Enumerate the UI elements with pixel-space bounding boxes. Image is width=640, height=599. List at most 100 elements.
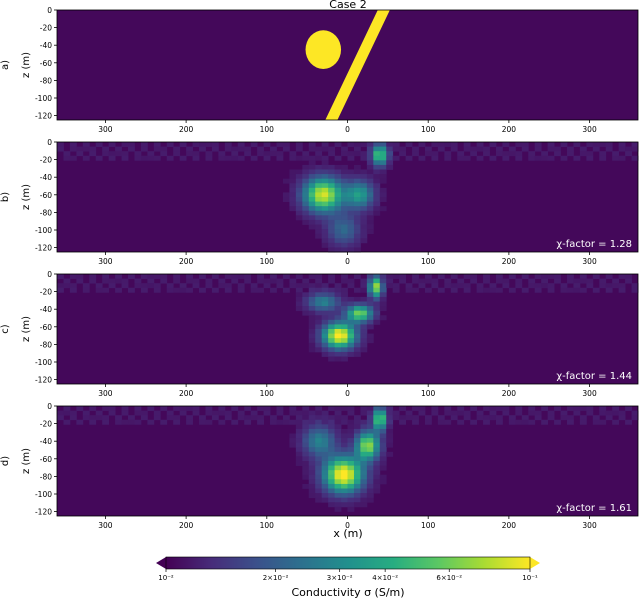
model-cell — [76, 274, 84, 279]
model-cell — [341, 219, 348, 225]
model-cell — [308, 292, 316, 298]
model-cell — [360, 347, 368, 353]
chi-factor-annotation: χ-factor = 1.44 — [556, 371, 632, 382]
model-cell — [560, 283, 568, 289]
model-cell — [76, 278, 84, 284]
model-cell — [153, 142, 161, 147]
model-cell — [302, 278, 310, 284]
model-cell — [599, 151, 607, 157]
model-cell — [328, 233, 335, 239]
model-cell — [57, 410, 64, 416]
model-cell — [366, 292, 374, 298]
model-cell — [166, 415, 174, 421]
model-cell — [328, 178, 335, 184]
model-cell — [302, 219, 310, 225]
model-cell — [302, 151, 310, 157]
model-cell — [341, 301, 348, 307]
model-cell — [373, 470, 381, 476]
model-cell — [366, 178, 374, 184]
model-cell — [399, 146, 406, 152]
model-cell — [128, 287, 135, 293]
model-cell — [515, 155, 523, 161]
model-cell — [186, 415, 193, 421]
model-cell — [515, 410, 523, 416]
model-cell — [508, 151, 516, 157]
model-cell — [89, 274, 97, 279]
model-cell — [373, 142, 381, 147]
model-cell — [379, 287, 387, 293]
model-cell — [328, 406, 335, 411]
model-cell — [366, 164, 374, 170]
model-cell — [328, 247, 335, 253]
model-cell — [347, 493, 355, 499]
model-cell — [618, 287, 626, 293]
model-cell — [334, 301, 342, 307]
model-cell — [302, 197, 310, 202]
model-cell — [334, 347, 342, 353]
model-cell — [366, 183, 374, 189]
model-cell — [295, 424, 303, 430]
model-cell — [328, 242, 335, 248]
model-cell — [366, 479, 374, 485]
model-cell — [547, 142, 555, 147]
model-cell — [347, 247, 355, 253]
model-cell — [631, 146, 639, 152]
model-cell — [366, 187, 374, 193]
model-cell — [244, 274, 252, 279]
model-cell — [612, 406, 620, 411]
model-cell — [360, 442, 368, 448]
model-cell — [353, 415, 361, 421]
model-cell — [612, 410, 620, 416]
model-cell — [334, 483, 342, 489]
model-cell — [470, 146, 478, 152]
model-cell — [347, 502, 355, 508]
model-cell — [366, 229, 374, 235]
model-cell — [295, 178, 303, 184]
model-cell — [315, 183, 323, 189]
model-cell — [573, 283, 581, 289]
model-cell — [347, 488, 355, 494]
model-cell — [218, 155, 226, 161]
model-cell — [121, 406, 129, 411]
model-cell — [366, 333, 374, 339]
model-cell — [476, 155, 484, 161]
model-cell — [353, 470, 361, 476]
model-cell — [373, 424, 381, 430]
model-cell — [347, 506, 355, 512]
model-cell — [495, 278, 503, 284]
model-cell — [250, 283, 258, 289]
model-cell — [257, 415, 264, 421]
model-cell — [315, 215, 323, 221]
model-cell — [444, 142, 452, 147]
model-cell — [308, 424, 316, 430]
model-cell — [373, 146, 381, 152]
model-cell — [89, 151, 97, 157]
model-cell — [605, 287, 613, 293]
model-cell — [315, 151, 323, 157]
model-cell — [360, 283, 368, 289]
colorbar-low-arrow — [156, 557, 166, 569]
x-tick-label: 300 — [98, 389, 113, 398]
model-cell — [308, 146, 316, 152]
model-cell — [321, 301, 329, 307]
model-cell — [82, 287, 90, 293]
model-cell — [495, 415, 503, 421]
y-axis-label: z (m) — [21, 52, 32, 78]
model-cell — [95, 283, 103, 289]
model-cell — [341, 406, 348, 411]
model-cell — [341, 274, 348, 279]
model-cell — [334, 229, 342, 235]
model-cell — [128, 274, 135, 279]
model-cell — [186, 287, 193, 293]
model-cell — [353, 428, 361, 434]
model-cell — [379, 479, 387, 485]
model-cell — [102, 406, 110, 411]
model-cell — [308, 155, 316, 161]
model-cell — [250, 287, 258, 293]
model-cell — [334, 155, 342, 161]
model-cell — [166, 155, 174, 161]
model-cell — [341, 474, 348, 480]
model-cell — [334, 164, 342, 170]
model-cell — [244, 278, 252, 284]
model-cell — [373, 465, 381, 471]
